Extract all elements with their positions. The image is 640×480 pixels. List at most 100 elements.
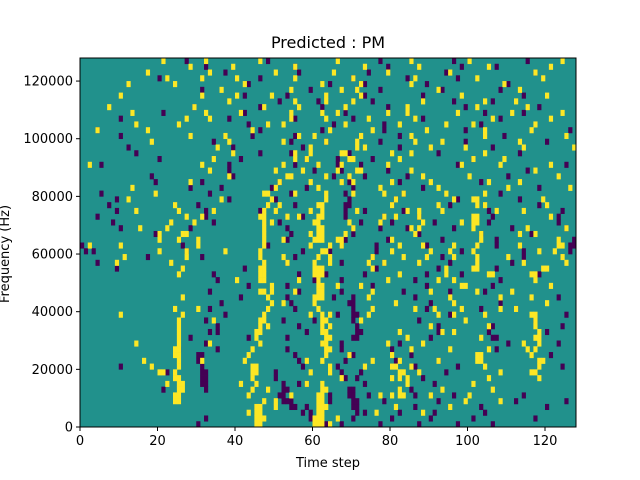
- heatmap-cell-high: [250, 363, 255, 370]
- heatmap-cell-low: [370, 282, 375, 289]
- heatmap-cell-high: [486, 323, 492, 330]
- heatmap-cell-low: [196, 357, 201, 364]
- heatmap-cell-high: [448, 403, 453, 411]
- plot-frame: [79, 57, 577, 428]
- heatmap-cell-high: [537, 357, 542, 364]
- heatmap-cell-high: [556, 173, 561, 180]
- heatmap-cell-high: [432, 305, 437, 312]
- heatmap-cell-high: [293, 63, 298, 70]
- x-tick-label: 20: [149, 434, 166, 449]
- heatmap-cell-high: [324, 352, 329, 359]
- heatmap-cell-low: [114, 207, 120, 214]
- heatmap-cell-low: [347, 386, 352, 393]
- heatmap-cell-high: [130, 109, 135, 116]
- heatmap-cell-high: [548, 161, 554, 168]
- heatmap-cell-high: [355, 86, 360, 93]
- heatmap-cell-high: [525, 225, 530, 232]
- heatmap-cell-high: [390, 236, 395, 243]
- heatmap-cell-high: [258, 213, 263, 220]
- heatmap-cell-low: [448, 259, 453, 266]
- heatmap-cell-high: [324, 190, 329, 197]
- heatmap-cell-high: [339, 179, 344, 186]
- heatmap-cell-low: [386, 167, 391, 174]
- heatmap-cell-high: [486, 375, 492, 382]
- heatmap-cell-low: [289, 190, 294, 197]
- heatmap-cell-high: [370, 305, 375, 312]
- heatmap-cell-high: [316, 265, 321, 272]
- heatmap-cell-low: [293, 254, 298, 261]
- heatmap-cell-high: [475, 219, 480, 226]
- heatmap-cell-high: [479, 357, 484, 364]
- heatmap-cell-high: [176, 317, 182, 324]
- heatmap-cell-high: [529, 294, 534, 301]
- heatmap-cell-low: [273, 369, 278, 376]
- heatmap-cell-low: [250, 132, 255, 140]
- heatmap-cell-low: [413, 392, 418, 399]
- heatmap-cell-high: [475, 288, 480, 295]
- heatmap-cell-low: [246, 334, 251, 341]
- heatmap-cell-low: [382, 398, 387, 405]
- heatmap-cell-high: [312, 415, 317, 422]
- heatmap-cell-low: [490, 282, 495, 289]
- heatmap-cell-high: [537, 334, 542, 341]
- heatmap-cell-high: [452, 196, 457, 203]
- heatmap-cell-low: [324, 421, 329, 428]
- heatmap-cell-low: [498, 115, 503, 122]
- heatmap-cell-low: [494, 265, 499, 272]
- heatmap-cell-high: [320, 230, 325, 238]
- heatmap-cell-low: [285, 282, 290, 289]
- heatmap-cell-low: [510, 259, 515, 266]
- heatmap-cell-low: [343, 190, 348, 197]
- heatmap-cell-high: [525, 346, 530, 353]
- heatmap-cell-high: [483, 150, 488, 157]
- heatmap-cell-high: [393, 213, 399, 220]
- heatmap-cell-low: [378, 225, 383, 232]
- heatmap-cell-high: [533, 317, 538, 324]
- heatmap-cell-low: [370, 98, 375, 105]
- heatmap-cell-high: [262, 219, 267, 226]
- heatmap-cell-high: [250, 386, 255, 393]
- heatmap-cell-low: [463, 127, 468, 134]
- heatmap-cell-low: [397, 409, 402, 416]
- heatmap-cell-high: [173, 375, 178, 382]
- heatmap-cell-low: [444, 69, 449, 76]
- heatmap-cell-high: [293, 156, 298, 163]
- heatmap-cell-low: [498, 190, 503, 197]
- heatmap-cell-high: [269, 92, 275, 99]
- heatmap-cell-high: [448, 248, 453, 255]
- heatmap-cell-high: [320, 236, 325, 243]
- heatmap-cell-low: [246, 121, 251, 128]
- heatmap-cell-high: [262, 259, 267, 266]
- heatmap-cell-high: [409, 58, 414, 65]
- heatmap-cell-high: [165, 225, 170, 232]
- heatmap-cell-high: [145, 127, 151, 134]
- heatmap-cell-high: [424, 254, 430, 261]
- heatmap-cell-high: [393, 300, 399, 307]
- heatmap-cell-high: [304, 357, 309, 364]
- heatmap-cell-high: [390, 248, 395, 255]
- heatmap-cell-high: [537, 328, 542, 336]
- heatmap-cell-high: [320, 109, 325, 116]
- heatmap-cell-high: [351, 75, 356, 82]
- heatmap-cell-low: [114, 196, 120, 203]
- heatmap-cell-high: [405, 334, 410, 341]
- heatmap-cell-high: [266, 386, 271, 393]
- heatmap-cell-low: [297, 69, 302, 76]
- heatmap-cell-low: [204, 207, 209, 214]
- heatmap-cell-low: [355, 334, 360, 341]
- heatmap-cell-high: [180, 386, 185, 393]
- heatmap-cell-high: [529, 271, 534, 278]
- heatmap-cell-high: [165, 75, 170, 82]
- heatmap-cell-high: [517, 179, 523, 186]
- heatmap-cell-high: [227, 173, 232, 180]
- heatmap-cell-high: [320, 380, 325, 387]
- heatmap-cell-low: [312, 167, 317, 174]
- heatmap-cell-high: [176, 357, 182, 364]
- heatmap-cell-high: [308, 242, 313, 249]
- heatmap-cell-high: [246, 409, 251, 416]
- heatmap-cell-high: [548, 115, 554, 122]
- heatmap-cell-high: [184, 115, 189, 122]
- heatmap-cell-low: [118, 363, 123, 370]
- heatmap-cell-high: [258, 58, 263, 65]
- heatmap-cell-high: [328, 127, 333, 134]
